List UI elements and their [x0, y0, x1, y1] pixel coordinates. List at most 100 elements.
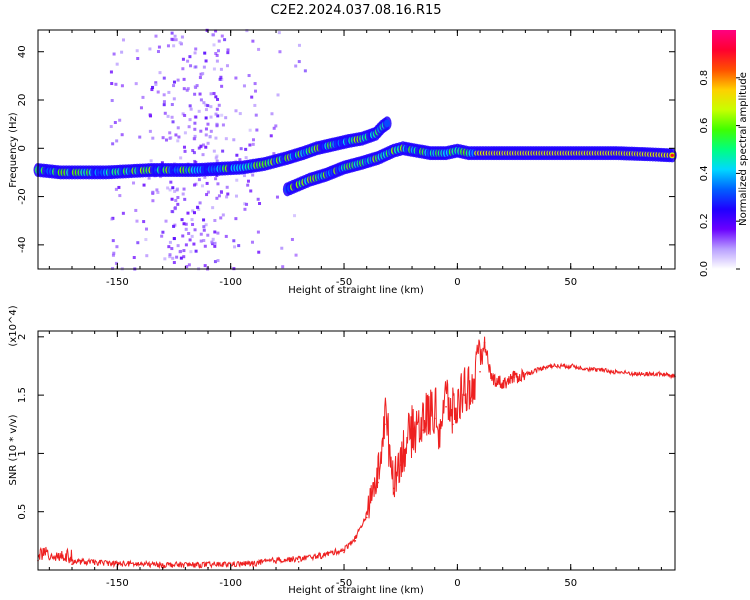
spectrogram-noise-cell: [209, 92, 213, 96]
spectrogram-noise-cell: [221, 149, 225, 153]
spectrogram-noise-cell: [197, 146, 201, 150]
spectrogram-noise-cell: [115, 139, 119, 143]
spectrogram-noise-cell: [180, 218, 184, 222]
spectrogram-noise-cell: [113, 121, 117, 125]
spectrogram-noise-cell: [234, 109, 238, 113]
spectrogram-noise-cell: [182, 145, 186, 149]
spectrogram-noise-cell: [166, 114, 170, 118]
spectrogram-noise-cell: [224, 116, 228, 120]
spectrogram-noise-cell: [220, 77, 224, 81]
colorbar-tick-label: 0.8: [699, 70, 710, 86]
snr-data-point: [470, 400, 472, 402]
spectrogram-noise-cell: [120, 50, 124, 54]
colorbar-ticks: 0.0 0.2 0.4 0.6 0.8: [699, 70, 740, 277]
spectrogram-noise-cell: [202, 65, 206, 69]
spectrogram-noise-cell: [187, 263, 191, 267]
spectrogram-noise-cell: [234, 194, 238, 198]
colorbar: 0.0 0.2 0.4 0.6 0.8 Normalized spectral ampl…: [699, 30, 749, 277]
snr-data-point: [411, 440, 413, 443]
spectrogram-noise-cell: [190, 218, 194, 222]
spectrogram-noise-cell: [198, 201, 202, 205]
spectrogram-noise-cell: [251, 142, 255, 146]
spectrogram-noise-cell: [161, 136, 165, 140]
spectrogram-noise-cell: [234, 76, 238, 80]
spectrogram-noise-cell: [193, 228, 197, 232]
spectrogram-noise-cell: [203, 244, 207, 248]
spectrogram-noise-cell: [183, 197, 187, 201]
spectrogram-x-label: Height of straight line (km): [288, 285, 424, 296]
spectrogram-noise-cell: [182, 255, 186, 259]
spectrogram-noise-cell: [132, 181, 136, 185]
spectrogram-noise-cell: [251, 39, 255, 43]
spectrogram-noise-cell: [120, 133, 124, 137]
spectrogram-noise-cell: [199, 232, 203, 236]
spectrogram-noise-cell: [172, 261, 176, 265]
spectrogram-noise-cell: [157, 45, 161, 49]
spectrogram-noise-cell: [243, 207, 247, 211]
spectrogram-noise-cell: [214, 29, 218, 33]
snr-data-point: [377, 481, 379, 484]
spectrogram-noise-cell: [178, 41, 182, 45]
spectrogram-noise-cell: [275, 195, 279, 199]
spectrogram-noise-cell: [115, 62, 119, 66]
spectrogram-noise-cell: [221, 123, 225, 127]
spectrogram-noise-cell: [232, 138, 236, 142]
spectrogram-noise-cell: [297, 43, 301, 47]
spectrogram-noise-cell: [216, 259, 220, 263]
spectrogram-noise-cell: [170, 197, 174, 201]
spectrogram-noise-cell: [111, 253, 115, 257]
spectrogram-noise-cell: [114, 261, 118, 265]
spectrogram-noise-cell: [114, 187, 118, 191]
spectrogram-y-tick-label: 40: [17, 45, 28, 58]
snr-data-point: [354, 540, 357, 542]
colorbar-gradient: [712, 30, 736, 269]
colorbar-tick-label: 0.6: [699, 118, 710, 134]
spectrogram-noise-cell: [139, 106, 143, 110]
spectrogram-noise-cell: [216, 49, 220, 53]
spectrogram-noise-cell: [246, 183, 250, 187]
spectrogram-noise-cell: [151, 199, 155, 203]
spectrogram-noise-cell: [182, 187, 186, 191]
spectrogram-noise-cell: [171, 120, 175, 124]
snr-x-label: Height of straight line (km): [288, 585, 424, 596]
spectrogram-noise-cell: [192, 151, 196, 155]
spectrogram-noise-cell: [162, 93, 166, 97]
spectrogram-noise-cell: [132, 256, 136, 260]
spectrogram-noise-cell: [216, 114, 220, 118]
spectrogram-noise-cell: [193, 134, 197, 138]
snr-data-point: [615, 371, 617, 373]
spectrogram-noise-cell: [110, 217, 114, 221]
spectrogram-noise-cell: [214, 156, 218, 160]
snr-data-point: [660, 373, 663, 375]
spectrogram-noise-cell: [204, 133, 208, 137]
spectrogram-noise-cell: [214, 136, 218, 140]
spectrogram-noise-cell: [156, 190, 160, 194]
spectrogram-noise-cell: [174, 198, 178, 202]
spectrogram-noise-cell: [212, 91, 216, 95]
spectrogram-noise-cell: [112, 52, 116, 56]
spectrogram-noise-cell: [194, 249, 198, 253]
spectrogram-noise-cell: [189, 64, 193, 68]
spectrogram-noise-cell: [204, 145, 208, 149]
spectrogram-noise-cell: [219, 216, 223, 220]
spectrogram-noise-cell: [181, 67, 185, 71]
spectrogram-noise-cell: [277, 31, 281, 35]
spectrogram-noise-cell: [171, 210, 175, 214]
colorbar-label: Normalized spectral amplitude: [738, 72, 749, 226]
spectrogram-noise-cell: [166, 44, 170, 48]
spectrogram-panel: -150 -100 -50 0 50 40 20 0 -20 -40 Height of str…: [8, 28, 677, 296]
snr-data-point: [547, 365, 549, 367]
spectrogram-noise-cell: [138, 135, 142, 139]
spectrogram-noise-cell: [193, 51, 197, 55]
spectrogram-noise-cell: [235, 178, 239, 182]
spectrogram-noise-cell: [184, 227, 188, 231]
spectrogram-noise-cell: [175, 255, 179, 259]
spectrogram-noise-cell: [155, 188, 159, 192]
spectrogram-noise-cell: [170, 115, 174, 119]
spectrogram-noise-cell: [248, 143, 252, 147]
spectrogram-noise-cell: [185, 88, 189, 92]
spectrogram-noise-cell: [170, 247, 174, 251]
snr-data-point: [445, 405, 447, 408]
spectrogram-noise-cell: [161, 230, 165, 234]
spectrogram-noise-cell: [160, 161, 164, 165]
